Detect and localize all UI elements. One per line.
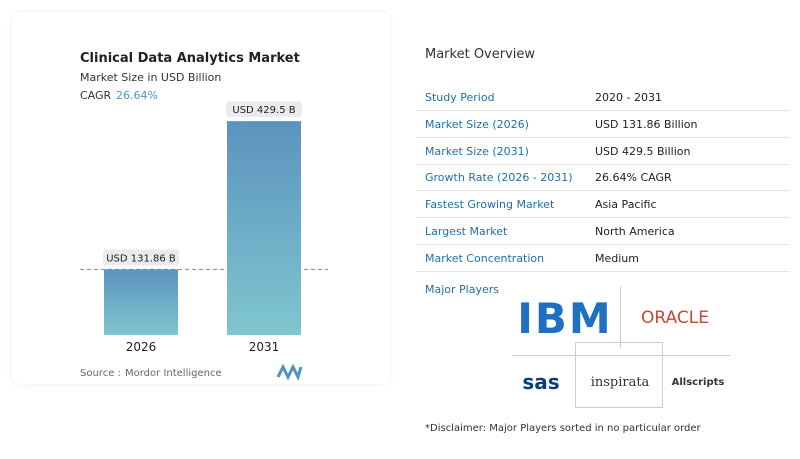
cagr-value: 26.64% bbox=[116, 89, 158, 102]
bar bbox=[227, 121, 301, 336]
row-label: Study Period bbox=[425, 91, 495, 104]
overview-row: Study Period 2020 - 2031 bbox=[416, 84, 790, 111]
value-label: USD 429.5 B bbox=[232, 105, 295, 116]
row-value: 26.64% CAGR bbox=[595, 171, 672, 185]
chart-subtitle: Market Size in USD Billion bbox=[80, 71, 221, 84]
row-value: Medium bbox=[595, 251, 639, 265]
row-label: Largest Market bbox=[425, 225, 508, 238]
cagr-label: CAGR bbox=[80, 89, 112, 102]
logo-box bbox=[575, 342, 663, 408]
source: Mordor Intelligence bbox=[125, 368, 222, 379]
row-value: North America bbox=[595, 225, 675, 238]
x-tick-label: 2026 bbox=[126, 340, 157, 354]
overview-row: Market Size (2026) USD 131.86 Billion bbox=[416, 111, 790, 138]
row-value: 2020 - 2031 bbox=[595, 91, 662, 104]
overview-row: Largest Market North America bbox=[416, 218, 790, 245]
divider bbox=[620, 286, 621, 348]
row-label: Fastest Growing Market bbox=[425, 198, 555, 212]
row-value: USD 429.5 Billion bbox=[595, 144, 691, 158]
logo: ORACLE bbox=[641, 308, 709, 328]
value-label-box bbox=[226, 101, 302, 118]
chart-title: Clinical Data Analytics Market bbox=[80, 51, 300, 66]
row-value: Asia Pacific bbox=[595, 198, 657, 212]
divider bbox=[512, 355, 730, 356]
overview-title: Market Overview bbox=[425, 47, 536, 62]
chart-card bbox=[12, 12, 390, 384]
logo: inspirata bbox=[590, 374, 650, 390]
value-label-box bbox=[103, 249, 179, 266]
row-label: Market Size (2026) bbox=[425, 117, 529, 131]
row-label: Growth Rate (2026 - 2031) bbox=[425, 171, 573, 185]
overview-row: Growth Rate (2026 - 2031) 26.64% CAGR bbox=[416, 164, 790, 192]
chart: Clinical Data Analytics Market Market Si… bbox=[80, 51, 328, 382]
x-tick-label: 2031 bbox=[249, 340, 280, 354]
logo: sas bbox=[522, 370, 560, 394]
row-label: Market Size (2031) bbox=[425, 144, 529, 158]
value-label: USD 131.86 B bbox=[106, 253, 176, 264]
overview-row: Market Size (2031) USD 429.5 Billion bbox=[416, 138, 790, 165]
players-title: Major Players bbox=[425, 283, 499, 296]
overview-row: Fastest Growing Market Asia Pacific bbox=[416, 191, 790, 219]
logo: IBM bbox=[517, 293, 613, 343]
disclaimer: *Disclaimer: Major Players sorted in no … bbox=[425, 423, 701, 434]
row-value: USD 131.86 Billion bbox=[595, 117, 698, 131]
brand-logo bbox=[276, 363, 303, 382]
row-label: Market Concentration bbox=[425, 251, 545, 265]
overview-row: Market Concentration Medium bbox=[416, 245, 790, 272]
bar bbox=[104, 269, 178, 335]
logo: Allscripts bbox=[671, 376, 725, 388]
source-label: Source : bbox=[80, 368, 121, 379]
